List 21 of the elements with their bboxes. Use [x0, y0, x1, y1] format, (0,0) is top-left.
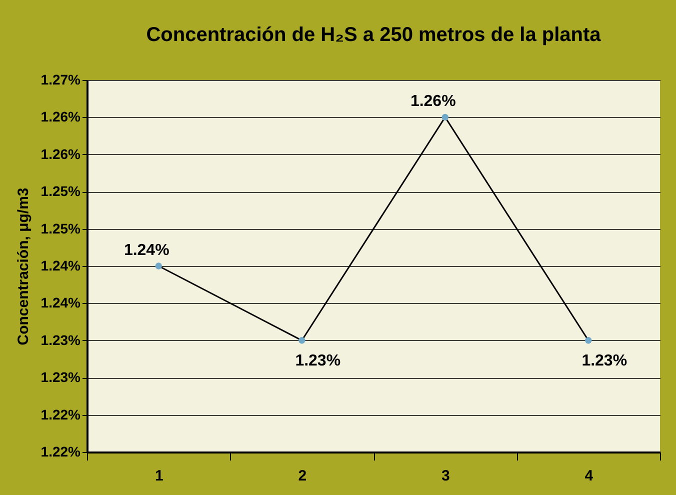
data-label: 1.23%: [295, 352, 341, 370]
y-tick-label: 1.25%: [40, 183, 82, 200]
y-tick-label: 1.25%: [40, 220, 82, 236]
y-tick-label: 1.24%: [40, 258, 82, 274]
x-tick-label: 3: [441, 468, 450, 484]
data-label: 1.24%: [124, 242, 170, 259]
y-tick-label: 1.26%: [40, 146, 82, 162]
x-tick-label: 4: [584, 468, 594, 484]
y-tick-label: 1.22%: [40, 444, 82, 460]
y-tick-label: 1.22%: [40, 406, 82, 422]
y-tick-label: 1.27%: [40, 72, 82, 88]
data-label: 1.26%: [410, 93, 456, 110]
x-tick-label: 2: [298, 468, 307, 484]
y-tick-label: 1.26%: [40, 108, 82, 125]
y-axis-title: Concentración, μg/m3: [14, 188, 32, 346]
chart-title: Concentración de H₂S a 250 metros de la planta: [146, 24, 602, 46]
y-tick-label: 1.24%: [40, 294, 82, 311]
y-tick-label: 1.23%: [40, 332, 82, 348]
x-tick-label: 1: [154, 468, 164, 484]
y-tick-label: 1.23%: [40, 369, 82, 386]
data-label: 1.23%: [582, 352, 628, 370]
